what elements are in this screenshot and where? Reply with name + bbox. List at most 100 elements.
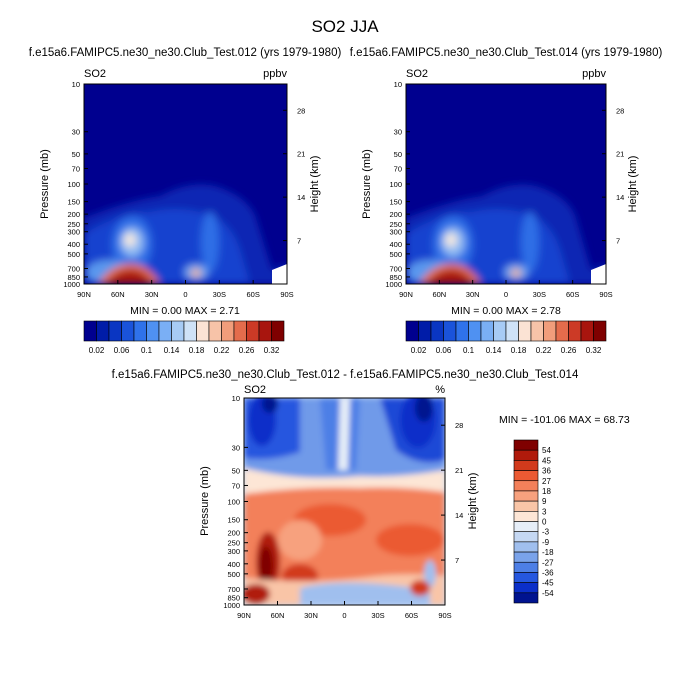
colorbar-label: -27 — [542, 558, 554, 567]
colorbar-swatch — [108, 320, 122, 342]
colorbar-label: 3 — [542, 507, 547, 516]
x-tick-label: 90S — [438, 611, 451, 620]
panel-a-variable-label: SO2 — [84, 68, 106, 80]
colorbar-swatch — [513, 531, 539, 543]
colorbar-swatch — [418, 320, 432, 342]
colorbar-swatch — [513, 572, 539, 583]
panel-a-ylabel: Pressure (mb) — [39, 149, 51, 219]
y-tick-label: 250 — [227, 539, 240, 548]
colorbar-label: 18 — [542, 487, 551, 496]
x-tick-label: 90N — [237, 611, 251, 620]
colorbar-label: 45 — [542, 456, 551, 465]
colorbar-label: 0.18 — [511, 346, 527, 355]
y2-tick-label: 14 — [455, 511, 463, 520]
x-tick-label: 30N — [466, 290, 480, 299]
panel-a-title: f.e15a6.FAMIPC5.ne30_ne30.Club_Test.012 … — [29, 47, 342, 59]
panel-c-plot-area — [244, 398, 445, 605]
colorbar-swatch — [208, 320, 222, 342]
colorbar-swatch — [513, 460, 539, 471]
panel-b-ylabel: Pressure (mb) — [361, 149, 373, 219]
x-tick-label: 30S — [371, 611, 384, 620]
colorbar-swatch — [83, 320, 97, 342]
y-tick-label: 50 — [72, 150, 80, 159]
x-tick-label: 90N — [399, 290, 413, 299]
colorbar-swatch — [121, 320, 135, 342]
colorbar-swatch — [530, 320, 544, 342]
panel-c-ylabel: Pressure (mb) — [199, 466, 211, 536]
colorbar-swatch — [171, 320, 185, 342]
y-tick-label: 30 — [72, 128, 80, 137]
colorbar-label: 0.22 — [214, 346, 230, 355]
x-tick-label: 30S — [213, 290, 226, 299]
panel-a-plot-area — [84, 84, 287, 284]
colorbar-swatch — [513, 551, 539, 563]
y-tick-label: 70 — [72, 165, 80, 174]
colorbar-label: -36 — [542, 568, 554, 577]
colorbar-swatch — [568, 320, 582, 342]
y-tick-label: 1000 — [223, 601, 240, 610]
y-tick-label: 500 — [227, 570, 240, 579]
y-tick-label: 30 — [394, 128, 402, 137]
y-tick-label: 250 — [389, 220, 402, 229]
colorbar-label: 0.32 — [264, 346, 280, 355]
panel-a: f.e15a6.FAMIPC5.ne30_ne30.Club_Test.012 … — [29, 47, 342, 355]
y-tick-label: 200 — [389, 210, 402, 219]
figure-title: SO2 JJA — [311, 17, 379, 36]
colorbar-swatch — [580, 320, 594, 342]
colorbar-swatch — [258, 320, 272, 342]
panel-b-stats: MIN = 0.00 MAX = 2.78 — [451, 305, 561, 317]
x-tick-label: 90N — [77, 290, 91, 299]
colorbar-label: -9 — [542, 538, 550, 547]
x-tick-label: 60S — [405, 611, 418, 620]
panel-b-title: f.e15a6.FAMIPC5.ne30_ne30.Club_Test.014 … — [350, 47, 663, 59]
colorbar-label: 0.1 — [463, 346, 475, 355]
panel-c-y2label: Height (km) — [467, 473, 479, 530]
colorbar-label: 0.06 — [114, 346, 130, 355]
colorbar-label: 0.06 — [436, 346, 452, 355]
colorbar-swatch — [96, 320, 110, 342]
colorbar-swatch — [513, 439, 539, 451]
y2-tick-label: 7 — [616, 237, 620, 246]
y-tick-label: 10 — [232, 394, 240, 403]
y-tick-label: 850 — [227, 594, 240, 603]
y-tick-label: 300 — [227, 547, 240, 556]
y-tick-label: 500 — [389, 250, 402, 259]
y-tick-label: 1000 — [385, 280, 402, 289]
colorbar-swatch — [493, 320, 507, 342]
colorbar-swatch — [513, 592, 539, 604]
colorbar-label: 0.32 — [586, 346, 602, 355]
colorbar-label: -3 — [542, 528, 550, 537]
panel-c-stats: MIN = -101.06 MAX = 68.73 — [499, 414, 630, 426]
colorbar-swatch — [593, 320, 607, 342]
colorbar-label: 0.02 — [411, 346, 427, 355]
colorbar-label: 0.22 — [536, 346, 552, 355]
y2-tick-label: 21 — [455, 466, 463, 475]
y2-tick-label: 28 — [297, 106, 305, 115]
x-tick-label: 60N — [111, 290, 125, 299]
y-tick-label: 400 — [67, 240, 80, 249]
colorbar-swatch — [221, 320, 235, 342]
colorbar-label: -45 — [542, 579, 554, 588]
y-tick-label: 150 — [227, 516, 240, 525]
y-tick-label: 700 — [67, 265, 80, 274]
x-tick-label: 60N — [271, 611, 285, 620]
panel-a-axes: 1030507010015020025030040050070085010009… — [63, 80, 305, 299]
colorbar-swatch — [513, 582, 539, 594]
colorbar-swatch — [246, 320, 260, 342]
colorbar-label: 0.26 — [239, 346, 255, 355]
y-tick-label: 30 — [232, 443, 240, 452]
colorbar-swatch — [513, 449, 539, 461]
colorbar-label: 36 — [542, 467, 551, 476]
colorbar-swatch — [133, 320, 147, 342]
y-tick-label: 1000 — [63, 280, 80, 289]
colorbar-label: -18 — [542, 548, 554, 557]
y-tick-label: 500 — [67, 250, 80, 259]
colorbar-label: 0.18 — [189, 346, 205, 355]
y2-tick-label: 28 — [616, 106, 624, 115]
colorbar-label: 0.26 — [561, 346, 577, 355]
y-tick-label: 50 — [232, 466, 240, 475]
panel-b-plot-area — [406, 84, 606, 284]
y2-tick-label: 7 — [455, 556, 459, 565]
